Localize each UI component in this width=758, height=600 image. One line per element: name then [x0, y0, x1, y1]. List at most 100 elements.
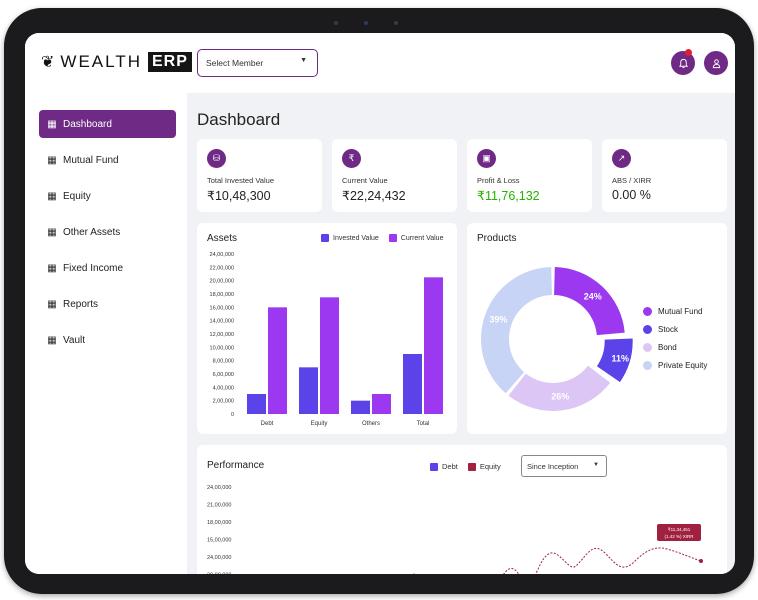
- sidebar-item-label: Vault: [63, 334, 86, 346]
- products-title: Products: [477, 233, 517, 244]
- stat-value: ₹11,76,132: [477, 189, 540, 203]
- page-title: Dashboard: [197, 110, 281, 129]
- stat-card-xirr: ↗ ABS / XIRR 0.00 %: [602, 139, 727, 212]
- sidebar-item-fixed-income[interactable]: ▦ Fixed Income: [39, 254, 176, 282]
- performance-card: Performance Debt Equity Since Inception …: [197, 445, 727, 574]
- performance-legend: Debt Equity: [430, 462, 501, 471]
- sensor-dot: [394, 21, 398, 25]
- sidebar-item-vault[interactable]: ▦ Vault: [39, 326, 176, 354]
- stat-card-profit-loss: ▣ Profit & Loss ₹11,76,132: [467, 139, 592, 212]
- profile-button[interactable]: [704, 51, 728, 75]
- legend-label: Private Equity: [658, 361, 708, 370]
- sensor-dot: [334, 21, 338, 25]
- period-select[interactable]: Since Inception ▼: [521, 455, 607, 477]
- y-tick-label: 14,00,000: [210, 319, 234, 325]
- sidebar-item-label: Other Assets: [63, 226, 121, 238]
- y-tick-label: 4,00,000: [213, 385, 234, 391]
- bar-equity-invested[interactable]: [299, 367, 318, 414]
- grid-icon: ▦: [47, 226, 57, 238]
- legend-label-equity: Equity: [479, 462, 501, 471]
- sidebar-item-dashboard[interactable]: ▦ Dashboard: [39, 110, 176, 138]
- x-tick-label: Debt: [261, 421, 274, 427]
- sidebar-item-label: Fixed Income: [63, 262, 124, 274]
- bar-others-current[interactable]: [372, 394, 391, 414]
- legend-swatch-debt: [430, 462, 438, 471]
- pie-legend-bond: Bond: [643, 343, 677, 352]
- sidebar-item-label: Mutual Fund: [63, 154, 119, 166]
- equity-series-point[interactable]: [699, 559, 703, 563]
- slice-value-label: 26%: [551, 392, 569, 402]
- member-select[interactable]: Select Member ▼: [197, 49, 318, 77]
- y-tick-label: 16,00,000: [210, 305, 234, 311]
- sidebar-item-label: Dashboard: [63, 118, 112, 130]
- grid-icon: ▦: [47, 190, 57, 202]
- y-tick-label: 24,00,000: [207, 485, 231, 491]
- camera-icon: [364, 21, 368, 25]
- legend-label: Stock: [658, 325, 679, 334]
- bar-debt-invested[interactable]: [247, 394, 266, 414]
- y-tick-label: 8,00,000: [213, 359, 234, 365]
- y-tick-label: 21,00,000: [207, 503, 231, 509]
- stat-card-current: ₹ Current Value ₹22,24,432: [332, 139, 457, 212]
- legend-label: Bond: [658, 343, 677, 352]
- period-select-label: Since Inception: [527, 461, 579, 471]
- slice-mutual-fund[interactable]: [554, 267, 625, 336]
- slice-stock[interactable]: [596, 338, 633, 383]
- top-bar: ❦ WEALTH ERP Select Member ▼: [25, 33, 735, 93]
- legend-dot: [643, 361, 652, 370]
- slice-value-label: 11%: [611, 354, 629, 364]
- notification-button[interactable]: [671, 51, 695, 75]
- caret-down-icon: ▼: [300, 57, 307, 64]
- bar-total-invested[interactable]: [403, 354, 422, 414]
- coins-icon: ⛁: [207, 149, 226, 168]
- bar-debt-current[interactable]: [268, 307, 287, 414]
- x-tick-label: Total: [417, 421, 430, 427]
- currency-icon: ₹: [342, 149, 361, 168]
- member-select-label: Select Member: [206, 58, 264, 68]
- bell-icon: [678, 58, 688, 68]
- legend-dot: [643, 325, 652, 334]
- legend-label-debt: Debt: [442, 462, 458, 471]
- logo-erp-badge: ERP: [147, 52, 192, 72]
- stat-label: Profit & Loss: [477, 176, 520, 185]
- equity-series-line[interactable]: [407, 547, 702, 574]
- slice-private-equity[interactable]: [481, 267, 552, 394]
- grid-icon: ▦: [47, 154, 57, 166]
- bar-others-invested[interactable]: [351, 400, 370, 414]
- legend-label-current: Current Value: [400, 234, 444, 242]
- tooltip-value: ₹11,34,451: [668, 527, 691, 532]
- logo[interactable]: ❦ WEALTH ERP: [41, 52, 192, 72]
- stat-value: ₹10,48,300: [207, 189, 271, 203]
- sidebar-item-mutual-fund[interactable]: ▦ Mutual Fund: [39, 146, 176, 174]
- y-tick-label: 2,00,000: [213, 399, 234, 405]
- legend-label: Mutual Fund: [658, 307, 703, 316]
- legend-swatch-equity: [467, 462, 476, 471]
- slice-bond[interactable]: [508, 365, 611, 411]
- assets-legend: Invested Value Current Value: [321, 234, 443, 242]
- sidebar-item-equity[interactable]: ▦ Equity: [39, 182, 176, 210]
- tooltip-xirr: (1.42 %) XIRR: [664, 534, 694, 539]
- wallet-icon: ▣: [477, 149, 496, 168]
- slice-value-label: 39%: [489, 314, 507, 324]
- y-tick-label: 15,00,000: [207, 538, 231, 544]
- performance-title: Performance: [207, 460, 265, 471]
- caret-down-icon: ▼: [593, 462, 599, 468]
- sidebar-item-reports[interactable]: ▦ Reports: [39, 290, 176, 318]
- y-tick-label: 18,00,000: [210, 292, 234, 298]
- stat-label: Current Value: [342, 176, 388, 185]
- y-tick-label: 0: [231, 412, 234, 418]
- bar-total-current[interactable]: [424, 277, 443, 414]
- sidebar-item-other-assets[interactable]: ▦ Other Assets: [39, 218, 176, 246]
- assets-title: Assets: [207, 233, 238, 244]
- products-donut-chart: 24% 11% 26% 39%: [481, 267, 633, 411]
- y-tick-label: 6,00,000: [213, 372, 234, 378]
- stat-label: ABS / XIRR: [612, 176, 652, 185]
- products-card: Products 24% 11% 26% 39% Mutual Fund Stock …: [467, 223, 727, 434]
- legend-dot: [643, 343, 652, 352]
- stat-value: 0.00 %: [612, 188, 651, 202]
- user-icon: [712, 58, 720, 68]
- slice-value-label: 24%: [584, 292, 602, 302]
- camera-bar: [334, 20, 424, 26]
- bar-equity-current[interactable]: [320, 297, 339, 414]
- assets-bar-chart: 0 2,00,000 4,00,000 6,00,000 8,00,000 10,00,0…: [210, 252, 443, 427]
